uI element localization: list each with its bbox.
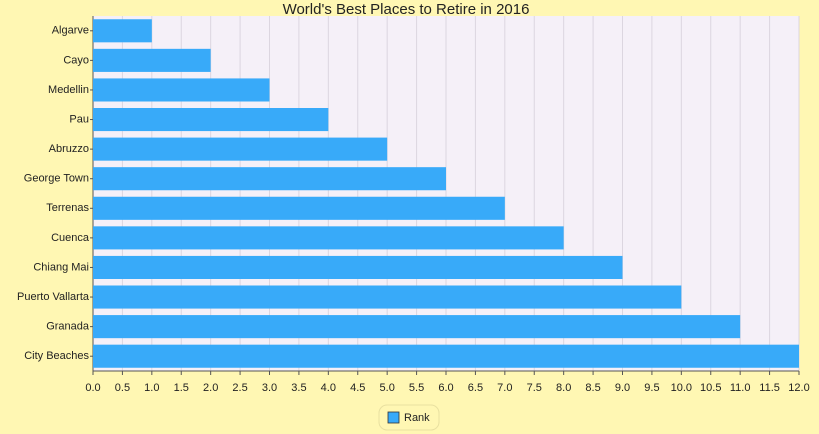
y-tick-label: Terrenas xyxy=(46,202,89,214)
bar xyxy=(93,19,152,43)
x-tick-label: 7.5 xyxy=(527,382,542,394)
x-tick-label: 8.0 xyxy=(556,382,571,394)
y-tick-label: Granada xyxy=(46,321,90,333)
legend-label: Rank xyxy=(404,412,430,424)
bar xyxy=(93,285,682,309)
x-tick-label: 10.5 xyxy=(700,382,721,394)
x-tick-label: 5.5 xyxy=(409,382,424,394)
x-tick-label: 2.0 xyxy=(203,382,218,394)
x-tick-label: 4.0 xyxy=(321,382,336,394)
y-tick-label: Algarve xyxy=(52,25,89,37)
bar xyxy=(93,196,505,220)
bar xyxy=(93,167,446,191)
chart-title: World's Best Places to Retire in 2016 xyxy=(283,1,530,18)
x-tick-label: 1.5 xyxy=(174,382,189,394)
y-tick-label: Puerto Vallarta xyxy=(17,291,90,303)
y-tick-label: Chiang Mai xyxy=(33,261,89,273)
y-tick-label: Abruzzo xyxy=(49,143,89,155)
x-tick-label: 9.0 xyxy=(615,382,630,394)
x-tick-label: 1.0 xyxy=(144,382,159,394)
y-tick-label: George Town xyxy=(24,173,89,185)
bar xyxy=(93,48,211,72)
legend-box xyxy=(378,404,440,431)
x-tick-label: 2.5 xyxy=(232,382,247,394)
bar xyxy=(93,255,623,279)
x-tick-label: 11.0 xyxy=(730,382,751,394)
legend-swatch xyxy=(387,411,400,424)
y-tick-label: Medellin xyxy=(48,84,89,96)
x-tick-label: 4.5 xyxy=(350,382,365,394)
bar xyxy=(93,344,799,368)
x-tick-label: 6.0 xyxy=(438,382,453,394)
bar xyxy=(93,78,270,102)
x-tick-label: 3.5 xyxy=(291,382,306,394)
x-tick-label: 12.0 xyxy=(788,382,809,394)
x-tick-label: 8.5 xyxy=(585,382,600,394)
x-tick-label: 10.0 xyxy=(671,382,692,394)
x-tick-label: 5.0 xyxy=(380,382,395,394)
bar xyxy=(93,108,329,132)
bar xyxy=(93,315,741,339)
x-tick-label: 7.0 xyxy=(497,382,512,394)
x-tick-label: 0.5 xyxy=(115,382,130,394)
x-tick-label: 11.5 xyxy=(759,382,780,394)
bar xyxy=(93,226,564,250)
x-tick-label: 9.5 xyxy=(644,382,659,394)
y-tick-label: Cayo xyxy=(63,54,89,66)
x-tick-label: 0.0 xyxy=(85,382,100,394)
y-tick-label: City Beaches xyxy=(24,350,89,362)
y-tick-label: Cuenca xyxy=(51,232,90,244)
bar xyxy=(93,137,388,161)
x-tick-label: 3.0 xyxy=(262,382,277,394)
y-tick-label: Pau xyxy=(69,113,89,125)
x-tick-label: 6.5 xyxy=(468,382,483,394)
